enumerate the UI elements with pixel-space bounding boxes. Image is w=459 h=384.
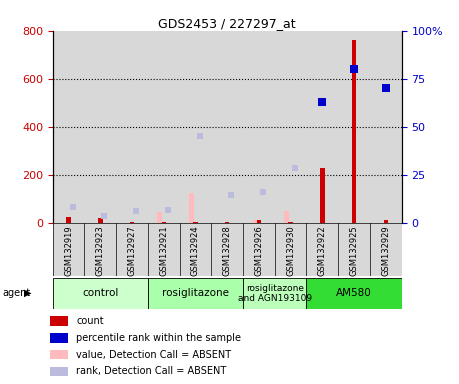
Bar bbox=[352, 40, 356, 223]
Bar bbox=[275, 223, 307, 276]
Bar bbox=[370, 31, 402, 223]
FancyBboxPatch shape bbox=[243, 278, 307, 309]
Bar bbox=[370, 31, 402, 223]
Bar bbox=[116, 31, 148, 223]
Bar bbox=[370, 223, 402, 276]
Bar bbox=[275, 31, 307, 223]
Text: ▶: ▶ bbox=[24, 288, 32, 298]
Bar bbox=[384, 220, 388, 223]
Bar bbox=[193, 222, 198, 223]
Bar bbox=[243, 31, 275, 223]
Bar bbox=[211, 223, 243, 276]
Bar bbox=[275, 31, 307, 223]
Bar bbox=[179, 31, 211, 223]
Text: GSM132924: GSM132924 bbox=[191, 225, 200, 276]
Text: count: count bbox=[76, 316, 104, 326]
Bar bbox=[50, 333, 68, 343]
Text: agent: agent bbox=[2, 288, 31, 298]
Bar bbox=[50, 350, 68, 359]
Bar bbox=[116, 223, 148, 276]
Bar bbox=[84, 31, 116, 223]
Text: value, Detection Call = ABSENT: value, Detection Call = ABSENT bbox=[76, 349, 231, 360]
Bar bbox=[53, 31, 84, 223]
Bar bbox=[84, 223, 116, 276]
Bar bbox=[338, 31, 370, 223]
Bar bbox=[211, 31, 243, 223]
Text: rank, Detection Call = ABSENT: rank, Detection Call = ABSENT bbox=[76, 366, 226, 376]
Bar bbox=[157, 212, 162, 223]
Bar bbox=[148, 223, 179, 276]
Text: rosiglitazone
and AGN193109: rosiglitazone and AGN193109 bbox=[238, 284, 312, 303]
Title: GDS2453 / 227297_at: GDS2453 / 227297_at bbox=[158, 17, 296, 30]
Bar bbox=[84, 31, 116, 223]
FancyBboxPatch shape bbox=[307, 278, 402, 309]
Text: GSM132923: GSM132923 bbox=[96, 225, 105, 276]
Text: GSM132922: GSM132922 bbox=[318, 225, 327, 276]
Bar bbox=[243, 31, 275, 223]
Bar bbox=[307, 223, 338, 276]
Bar bbox=[98, 218, 102, 223]
Text: GSM132930: GSM132930 bbox=[286, 225, 295, 276]
Text: GSM132929: GSM132929 bbox=[381, 225, 390, 276]
Bar bbox=[257, 220, 261, 223]
Bar bbox=[130, 222, 134, 223]
Text: GSM132925: GSM132925 bbox=[350, 225, 358, 276]
Bar bbox=[53, 223, 84, 276]
Bar bbox=[116, 31, 148, 223]
FancyBboxPatch shape bbox=[53, 278, 148, 309]
Bar bbox=[162, 222, 166, 223]
Bar bbox=[50, 316, 68, 326]
Bar bbox=[189, 193, 194, 223]
Bar bbox=[288, 222, 293, 223]
Text: percentile rank within the sample: percentile rank within the sample bbox=[76, 333, 241, 343]
Bar bbox=[225, 222, 230, 223]
Bar bbox=[148, 31, 179, 223]
Bar bbox=[179, 223, 211, 276]
Bar bbox=[148, 31, 179, 223]
Bar bbox=[284, 211, 289, 223]
Text: control: control bbox=[82, 288, 118, 298]
FancyBboxPatch shape bbox=[148, 278, 243, 309]
Text: AM580: AM580 bbox=[336, 288, 372, 298]
Bar bbox=[211, 31, 243, 223]
Bar bbox=[179, 31, 211, 223]
Bar bbox=[320, 167, 325, 223]
Text: GSM132926: GSM132926 bbox=[254, 225, 263, 276]
Bar bbox=[243, 223, 275, 276]
Text: GSM132928: GSM132928 bbox=[223, 225, 232, 276]
Bar bbox=[50, 367, 68, 376]
Bar bbox=[338, 223, 370, 276]
Bar bbox=[307, 31, 338, 223]
Bar bbox=[53, 31, 84, 223]
Text: GSM132919: GSM132919 bbox=[64, 225, 73, 276]
Bar bbox=[252, 220, 257, 223]
Bar bbox=[67, 217, 71, 223]
Bar bbox=[307, 31, 338, 223]
Bar bbox=[338, 31, 370, 223]
Text: GSM132927: GSM132927 bbox=[128, 225, 137, 276]
Text: GSM132921: GSM132921 bbox=[159, 225, 168, 276]
Text: rosiglitazone: rosiglitazone bbox=[162, 288, 229, 298]
